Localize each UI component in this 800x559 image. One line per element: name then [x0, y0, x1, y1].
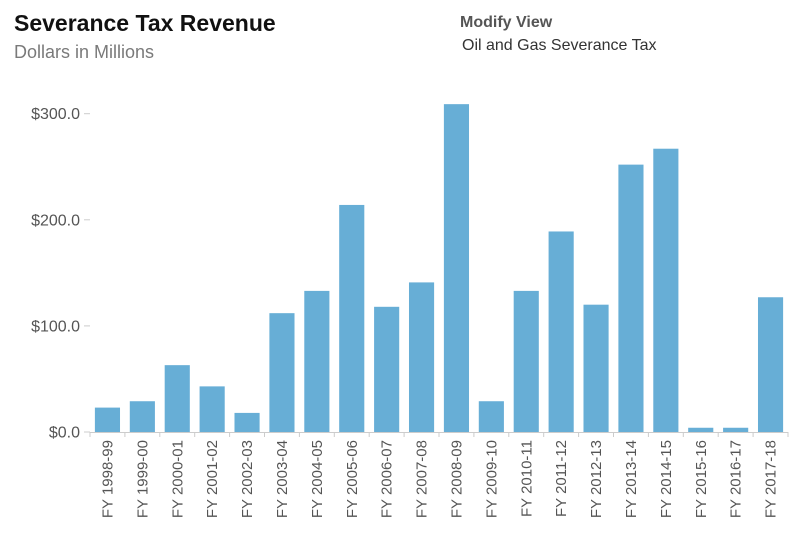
x-tick-label: FY 2004-05 — [309, 440, 326, 518]
bar-fy-2005-06[interactable] — [339, 204, 365, 432]
bar-fy-2013-14[interactable] — [618, 164, 644, 433]
x-tick-label: FY 2006-07 — [379, 440, 396, 518]
chart-title: Severance Tax Revenue — [14, 10, 276, 36]
x-tick-label: FY 2002-03 — [239, 440, 256, 518]
x-tick-label: FY 2015-16 — [693, 440, 710, 518]
bar-fy-2012-13[interactable] — [583, 304, 609, 432]
y-axis: $0.0 $100.0 $200.0 $300.0 — [31, 106, 90, 442]
x-tick-label: FY 2009-10 — [483, 440, 500, 518]
x-tick-label: FY 2014-15 — [658, 440, 675, 518]
x-tick-label: FY 1999-00 — [134, 440, 151, 518]
bar-fy-2003-04[interactable] — [269, 313, 295, 432]
bar-fy-1999-00[interactable] — [129, 401, 155, 432]
bar-fy-2006-07[interactable] — [374, 306, 400, 432]
x-tick-label: FY 2012-13 — [588, 440, 605, 518]
x-tick-label: FY 2001-02 — [204, 440, 221, 518]
x-tick-label: FY 2011-12 — [553, 440, 570, 517]
bar-fy-2000-01[interactable] — [164, 365, 190, 432]
x-tick-label: FY 2005-06 — [344, 440, 361, 518]
x-tick-label: FY 1998-99 — [99, 440, 116, 518]
y-tick-label: $300.0 — [31, 106, 80, 123]
y-tick-label: $100.0 — [31, 318, 80, 335]
bar-fy-2008-09[interactable] — [443, 104, 470, 432]
x-tick-label: FY 2017-18 — [763, 440, 780, 518]
modify-view-label: Modify View — [460, 14, 553, 31]
bar-fy-2015-16[interactable] — [688, 427, 714, 432]
bar-fy-2011-12[interactable] — [548, 231, 574, 432]
chart-subtitle: Dollars in Millions — [14, 42, 155, 62]
bar-fy-2010-11[interactable] — [513, 290, 539, 432]
bar-fy-2017-18[interactable] — [757, 297, 784, 432]
bar-fy-2007-08[interactable] — [408, 282, 435, 432]
x-tick-label: FY 2013-14 — [623, 440, 640, 518]
x-axis: FY 1998-99 FY 1999-00 FY 2000-01 FY 2001-02… — [89, 432, 789, 518]
x-tick-label: FY 2003-04 — [274, 440, 291, 518]
tax-type-filter[interactable]: Oil and Gas Severance Tax — [462, 37, 657, 54]
bar-fy-2009-10[interactable] — [478, 401, 504, 432]
y-tick-label: $200.0 — [31, 212, 80, 229]
bar-fy-2014-15[interactable] — [653, 148, 679, 432]
x-tick-label: FY 2000-01 — [169, 440, 186, 518]
x-tick-label: FY 2008-09 — [448, 440, 465, 518]
bar-fy-2001-02[interactable] — [199, 386, 225, 432]
bars — [94, 104, 784, 433]
bar-fy-2002-03[interactable] — [234, 412, 260, 432]
bar-fy-2016-17[interactable] — [723, 427, 749, 432]
y-tick-label: $0.0 — [49, 425, 80, 442]
bar-fy-1998-99[interactable] — [94, 407, 121, 432]
bar-fy-2004-05[interactable] — [304, 290, 330, 432]
x-tick-label: FY 2010-11 — [518, 440, 535, 517]
x-tick-label: FY 2007-08 — [414, 440, 431, 518]
x-tick-label: FY 2016-17 — [728, 440, 745, 518]
